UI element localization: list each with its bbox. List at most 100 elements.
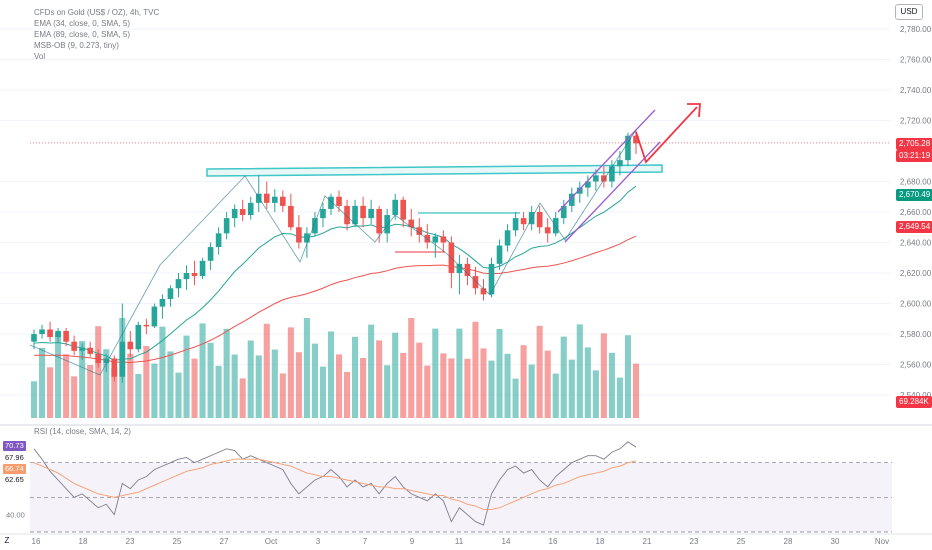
candle-body <box>400 199 407 220</box>
volume-bar <box>95 326 102 418</box>
time-axis-label: 25 <box>737 537 746 546</box>
candle-body <box>336 196 342 206</box>
volume-bar <box>103 349 110 418</box>
candle-body <box>488 263 495 295</box>
volume-bar <box>440 353 447 418</box>
price-axis-label: 2,740.00 <box>900 86 932 95</box>
candle-body <box>304 233 310 243</box>
legend-msb-ob: MSB-OB (9, 0.273, tiny) <box>34 41 119 50</box>
price-axis-label: 2,660.00 <box>900 208 932 217</box>
candle-body <box>384 215 390 234</box>
candle-body <box>288 205 294 228</box>
candle-body <box>79 347 85 351</box>
rsi-tag-ma: 66.74 <box>3 464 26 474</box>
volume-bar <box>295 352 302 418</box>
candle-body <box>47 329 53 338</box>
candle-body <box>609 166 615 182</box>
volume-bar <box>608 352 615 418</box>
volume-bar <box>448 358 455 418</box>
volume-bar <box>319 366 327 418</box>
candle-body <box>231 208 238 219</box>
price-axis-label: 2,600.00 <box>900 300 932 309</box>
chart-legend: CFDs on Gold (US$ / OZ), 4h, TVC EMA (34… <box>34 7 159 62</box>
time-axis-label: 16 <box>32 537 41 546</box>
candle-body <box>111 358 118 377</box>
time-axis-label: 21 <box>643 537 652 546</box>
volume-bar <box>376 340 383 418</box>
volume-bar <box>400 353 407 418</box>
rsi-legend: RSI (14, close, SMA, 14, 2) <box>34 427 131 436</box>
currency-button[interactable]: USD <box>895 4 923 20</box>
candle-body <box>432 236 439 243</box>
volume-bar <box>568 359 575 418</box>
volume-bar <box>576 324 583 418</box>
candle-body <box>368 208 374 219</box>
candle-body <box>31 334 37 342</box>
volume-bar <box>63 354 70 418</box>
volume-bar <box>135 374 142 418</box>
volume-bar <box>223 328 230 418</box>
volume-bar <box>175 372 182 418</box>
volume-bar <box>343 372 351 418</box>
candle-body <box>617 160 623 167</box>
volume-bar <box>30 381 38 418</box>
candle-body <box>255 193 262 203</box>
candle-body <box>87 347 94 354</box>
rsi-pane <box>0 424 932 533</box>
volume-bar <box>215 365 222 418</box>
volume-bar <box>472 321 479 418</box>
volume-bar <box>207 342 214 418</box>
zoom-button[interactable]: Z <box>4 536 10 545</box>
candle-body <box>127 341 134 350</box>
candle-body <box>376 208 382 234</box>
candle-body <box>536 212 543 228</box>
candle-body <box>135 324 142 350</box>
volume-bar <box>456 328 463 418</box>
zigzag-structure <box>29 129 637 376</box>
time-axis-label: 28 <box>784 537 793 546</box>
candle-body <box>280 196 286 206</box>
volume-bar <box>159 326 166 418</box>
candle-body <box>601 175 607 182</box>
volume-bar <box>38 347 46 418</box>
ema34-tag: 2,670.49 <box>896 189 932 201</box>
candle-body <box>560 205 567 219</box>
time-axis-label: 9 <box>410 537 415 546</box>
volume-bar <box>368 324 375 418</box>
projection-arrow <box>635 106 698 164</box>
rsi-line <box>33 441 637 526</box>
legend-ema89: EMA (89, close, 0, SMA, 5) <box>34 30 131 39</box>
price-axis-label: 2,680.00 <box>900 177 932 186</box>
rsi-tag-upper: 67.96 <box>3 453 26 463</box>
price-axis-label: 2,720.00 <box>900 116 932 125</box>
candle-body <box>239 208 246 216</box>
candle-body <box>312 218 318 234</box>
drawings <box>30 142 890 253</box>
volume-bar <box>247 340 254 418</box>
volume-bar <box>384 365 391 418</box>
volume-bar <box>552 373 559 418</box>
volume-bar <box>360 358 367 418</box>
candle-body <box>408 219 415 228</box>
price-axis-label: 2,540.00 <box>900 391 932 400</box>
candle-body <box>207 247 214 261</box>
volume-bar <box>528 364 535 418</box>
candle-body <box>520 218 527 225</box>
arrow-head <box>687 103 701 118</box>
volume-bar <box>488 360 495 418</box>
volume-bar <box>311 343 318 418</box>
volume-tag: 69.284K <box>896 396 932 408</box>
time-axis-label: 18 <box>596 537 605 546</box>
volume-bar <box>544 350 551 418</box>
legend-volume: Vol <box>34 52 46 61</box>
volume-bar <box>584 347 591 418</box>
candle-body <box>456 263 463 274</box>
price-axis-label: 2,780.00 <box>900 25 932 34</box>
time-axis-label: 3 <box>316 537 321 546</box>
volume-bar <box>167 351 174 418</box>
volume-bar <box>327 331 335 418</box>
time-axis-label: 14 <box>502 537 511 546</box>
candle-body <box>512 218 519 231</box>
candle-body <box>392 199 399 216</box>
